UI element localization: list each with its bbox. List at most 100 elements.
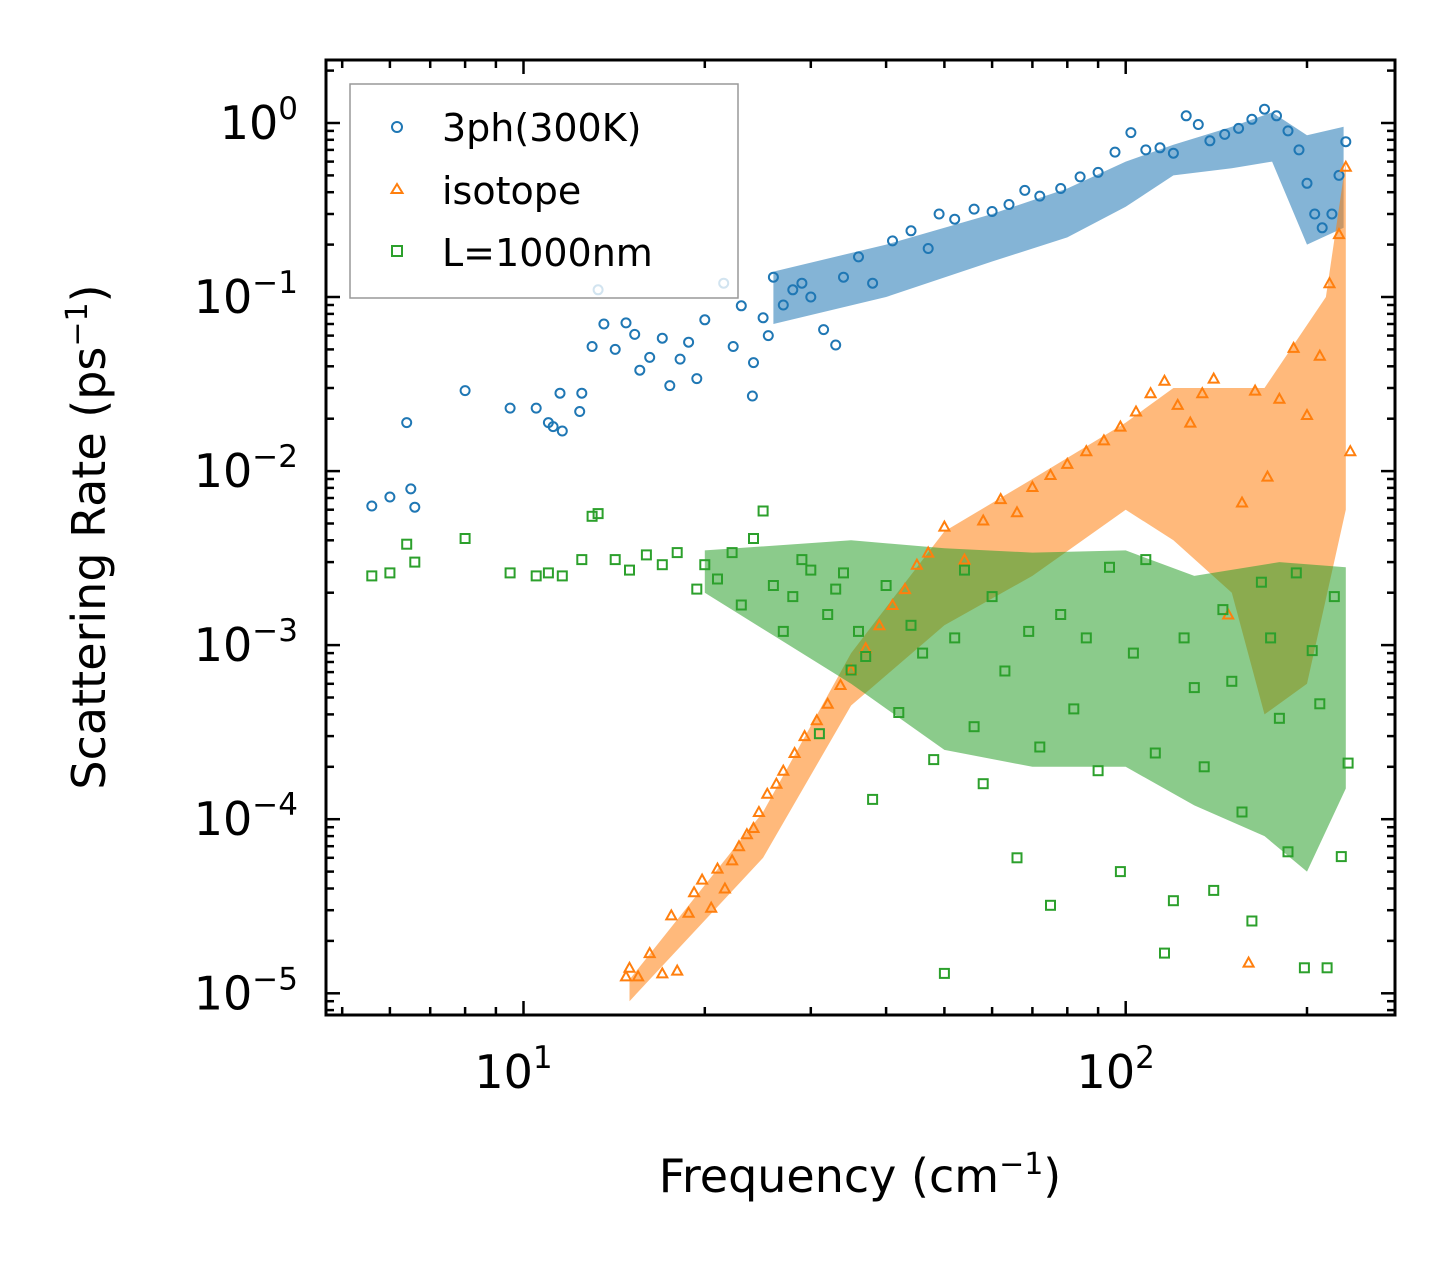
point-circle-31 <box>748 357 759 369</box>
point-square-75 <box>1282 846 1294 858</box>
point-square-57 <box>1104 561 1115 573</box>
legend-marker-boundary <box>391 245 403 257</box>
point-square-8 <box>556 570 568 582</box>
point-square-64 <box>1178 632 1190 644</box>
point-square-44 <box>959 564 970 576</box>
point-triangle-39 <box>1043 467 1058 480</box>
point-circle-32 <box>757 312 769 324</box>
point-circle-22 <box>656 332 668 344</box>
point-square-52 <box>1045 899 1056 911</box>
point-triangle-38 <box>1025 479 1040 492</box>
point-square-18 <box>699 559 711 571</box>
point-square-58 <box>1114 866 1126 878</box>
point-circle-49 <box>949 213 961 225</box>
point-circle-1 <box>384 491 396 503</box>
point-circle-67 <box>1233 122 1245 134</box>
point-circle-53 <box>1019 184 1031 196</box>
point-square-71 <box>1246 915 1258 927</box>
point-triangle-22 <box>797 729 812 742</box>
point-circle-50 <box>968 203 980 215</box>
point-circle-59 <box>1125 127 1137 139</box>
point-circle-63 <box>1180 110 1192 122</box>
point-triangle-62 <box>1343 444 1357 457</box>
point-square-81 <box>1328 591 1340 603</box>
point-circle-55 <box>1055 183 1067 194</box>
point-triangle-0 <box>619 969 633 982</box>
point-circle-56 <box>1074 171 1086 183</box>
point-square-82 <box>1335 851 1347 863</box>
point-square-67 <box>1208 884 1220 896</box>
point-square-78 <box>1306 645 1318 657</box>
point-square-51 <box>1034 741 1046 753</box>
point-circle-39 <box>805 291 817 303</box>
point-square-77 <box>1298 962 1310 974</box>
point-circle-74 <box>1309 208 1321 220</box>
point-square-30 <box>822 609 834 620</box>
point-square-37 <box>880 580 892 591</box>
y-axis-title: Scattering Rate (ps−1) <box>60 284 116 789</box>
legend-marker-3ph <box>391 121 403 133</box>
point-triangle-56 <box>1286 340 1301 353</box>
point-circle-72 <box>1293 144 1305 156</box>
point-circle-5 <box>459 385 471 397</box>
point-square-4 <box>459 533 471 544</box>
point-square-83 <box>1342 757 1354 769</box>
y-tick-label-2: 10−2 <box>194 439 298 498</box>
point-triangle-58 <box>1313 348 1327 361</box>
point-triangle-5 <box>664 908 678 921</box>
point-circle-9 <box>547 421 559 433</box>
point-square-68 <box>1217 604 1229 616</box>
point-square-15 <box>656 559 668 571</box>
point-circle-45 <box>887 235 898 247</box>
point-circle-43 <box>853 251 864 263</box>
point-circle-33 <box>762 330 774 342</box>
point-square-72 <box>1255 576 1267 588</box>
point-square-63 <box>1167 895 1179 907</box>
point-triangle-16 <box>746 820 761 833</box>
point-triangle-59 <box>1322 276 1337 289</box>
point-square-69 <box>1226 675 1238 687</box>
point-circle-30 <box>735 300 747 312</box>
point-square-55 <box>1080 632 1092 644</box>
point-square-2 <box>401 538 413 550</box>
y-tick-label-1: 10−1 <box>194 265 298 324</box>
point-triangle-21 <box>787 745 802 758</box>
point-triangle-36 <box>994 492 1008 505</box>
point-square-13 <box>624 564 635 576</box>
point-square-0 <box>366 570 378 582</box>
point-circle-23 <box>664 380 676 392</box>
point-triangle-28 <box>872 618 887 631</box>
point-circle-73 <box>1301 177 1313 189</box>
dense-data-bands <box>629 112 1346 1002</box>
point-triangle-32 <box>921 545 935 558</box>
point-triangle-57 <box>1300 407 1314 420</box>
point-triangle-8 <box>687 885 701 898</box>
point-circle-37 <box>787 284 799 296</box>
point-triangle-1 <box>622 960 637 973</box>
point-triangle-45 <box>1143 386 1158 399</box>
point-square-56 <box>1092 765 1104 777</box>
point-square-50 <box>1023 625 1035 637</box>
point-circle-29 <box>727 341 739 352</box>
point-circle-13 <box>574 406 586 417</box>
point-circle-78 <box>1340 136 1352 148</box>
point-square-14 <box>640 549 652 561</box>
y-tick-label-4: 10−4 <box>194 787 298 846</box>
point-square-16 <box>671 547 683 559</box>
point-square-20 <box>726 547 738 559</box>
point-circle-68 <box>1246 113 1258 125</box>
point-square-3 <box>409 556 421 568</box>
point-circle-75 <box>1316 222 1328 234</box>
point-circle-19 <box>629 328 641 340</box>
point-square-43 <box>949 632 961 644</box>
point-square-31 <box>830 583 842 595</box>
point-circle-21 <box>644 351 656 363</box>
density-band-circle <box>773 112 1344 325</box>
point-triangle-17 <box>752 804 766 817</box>
point-triangle-30 <box>898 582 912 595</box>
point-circle-2 <box>405 483 417 495</box>
density-band-square <box>704 540 1346 872</box>
point-circle-26 <box>691 373 703 385</box>
point-triangle-61 <box>1339 159 1353 172</box>
point-square-27 <box>796 554 808 566</box>
